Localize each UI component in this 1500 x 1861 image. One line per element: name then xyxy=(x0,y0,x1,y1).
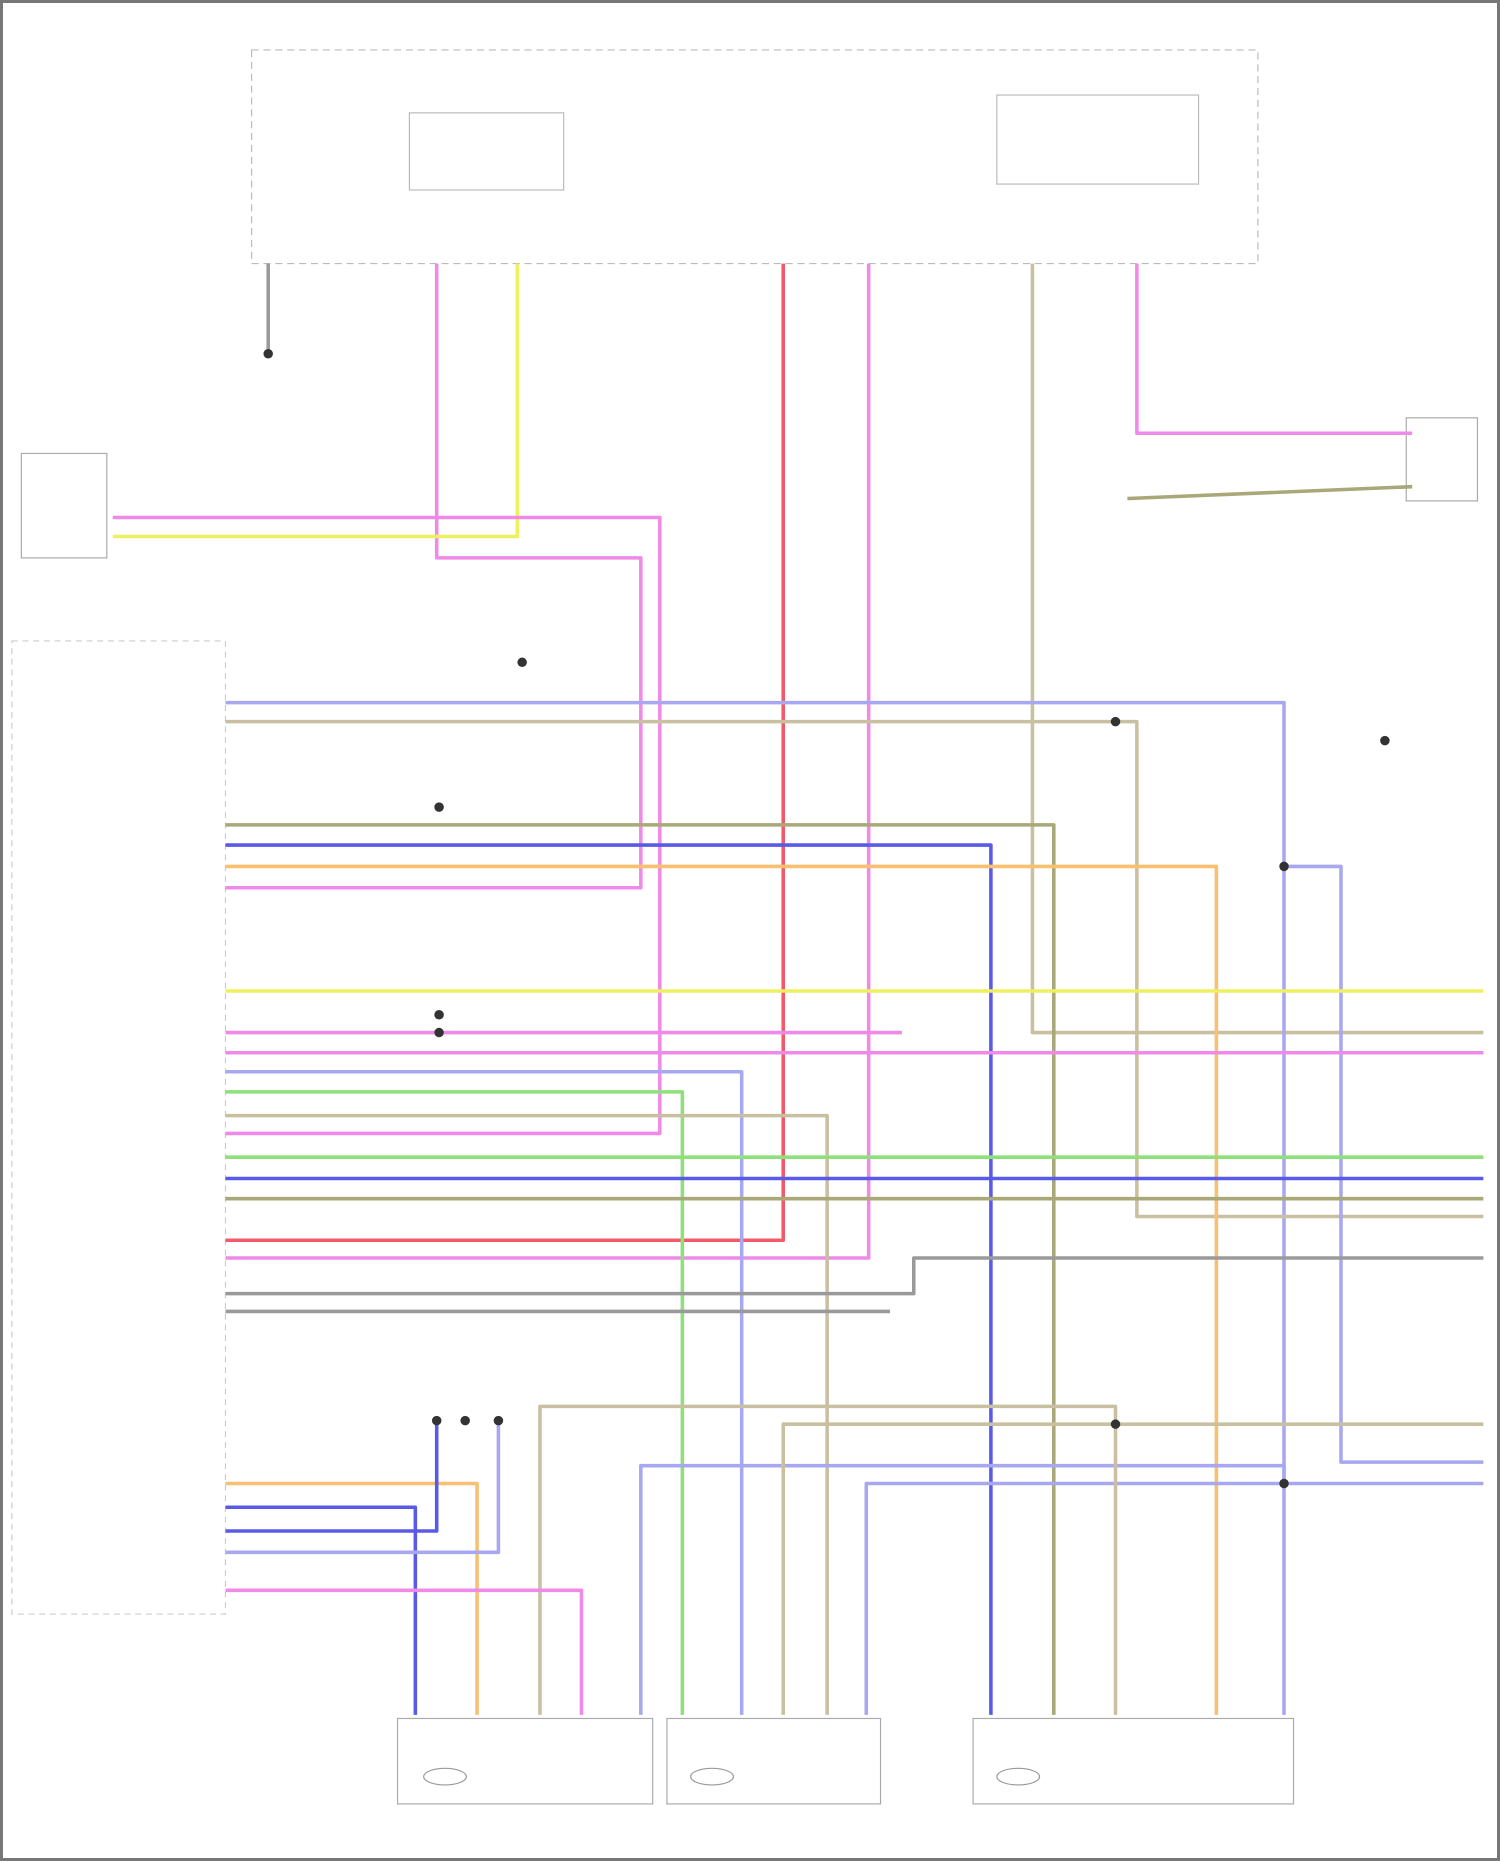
wire-orange xyxy=(225,1481,479,1715)
wire-green xyxy=(225,1090,685,1715)
wire-lavender xyxy=(639,1463,1286,1715)
wire-tan xyxy=(538,1404,1484,1715)
wire-blue xyxy=(225,843,993,1715)
wire-red xyxy=(225,263,786,1243)
relay-left xyxy=(408,112,565,191)
splice-point xyxy=(460,1415,470,1426)
wire-blue xyxy=(225,1418,439,1533)
wire-tan xyxy=(1030,263,1484,1035)
wire-pink xyxy=(225,1588,584,1715)
splice-point xyxy=(1279,1478,1289,1489)
splice-point xyxy=(434,1010,444,1020)
wire-pink xyxy=(1135,263,1413,436)
splice-point xyxy=(431,1415,442,1426)
blower-motor-control-module xyxy=(20,452,108,559)
splice-point xyxy=(1380,735,1390,746)
wire-lavender xyxy=(225,1418,501,1555)
splice-point xyxy=(1110,1419,1121,1429)
wire-olive xyxy=(225,823,1056,1715)
wire-lavender xyxy=(1284,864,1484,1464)
relay-right xyxy=(996,94,1200,185)
splice-point xyxy=(493,1415,504,1426)
motor-icon xyxy=(423,1767,467,1786)
wire-lavender xyxy=(225,1069,744,1715)
splice-point xyxy=(434,1027,444,1038)
fuse-relay-box xyxy=(250,49,1259,265)
wire-lavender xyxy=(864,1481,1285,1715)
splice-point xyxy=(517,657,527,668)
wire-lavender xyxy=(225,700,1484,1486)
wire-tan xyxy=(225,719,1484,1219)
driver-temperature-door-actuator xyxy=(396,1717,654,1805)
wire-pink xyxy=(225,263,871,1260)
wire-pink xyxy=(225,263,643,890)
splice-point xyxy=(263,349,273,359)
motor-icon xyxy=(690,1767,734,1786)
relay-module-right xyxy=(1405,417,1479,502)
splice-point xyxy=(434,802,444,812)
air-distribution-door-actuator xyxy=(666,1717,882,1805)
hvac-control-module-connector xyxy=(11,640,227,1615)
wire-blue xyxy=(225,1505,418,1715)
wire-olive xyxy=(1127,484,1413,501)
wire-orange xyxy=(225,864,1219,1715)
motor-icon xyxy=(996,1767,1041,1786)
wire-yellow xyxy=(112,263,520,539)
splice-point xyxy=(1110,716,1121,727)
splice-point xyxy=(1279,861,1289,872)
wire-gray xyxy=(225,1256,1484,1296)
wire-tan xyxy=(781,1422,1118,1715)
passenger-temperature-door-actuator xyxy=(972,1717,1295,1805)
wire-tan xyxy=(225,1113,829,1715)
